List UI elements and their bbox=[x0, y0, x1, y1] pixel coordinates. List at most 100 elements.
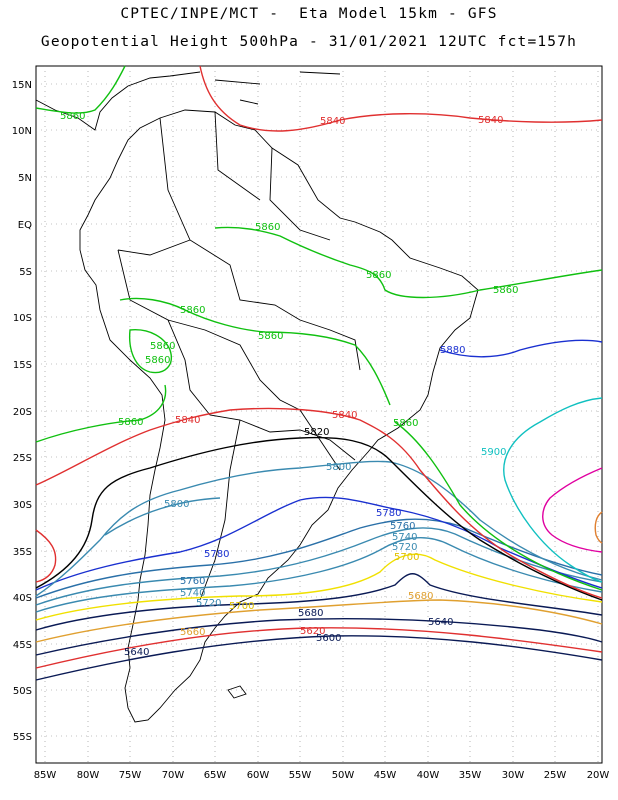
contour-label-5780: 5780 bbox=[204, 549, 229, 560]
lon-label: 45W bbox=[374, 770, 397, 781]
contour-label-5860: 5860 bbox=[118, 417, 143, 428]
contour-label-5860: 5860 bbox=[145, 355, 170, 366]
south-america-coast bbox=[79, 109, 479, 723]
height-contours bbox=[35, 65, 603, 681]
contour-label-5860: 5860 bbox=[393, 418, 418, 429]
lat-label: 5S bbox=[19, 267, 32, 278]
central-america-coast bbox=[35, 71, 201, 131]
lat-label: 25S bbox=[13, 453, 32, 464]
contour-5620 bbox=[35, 627, 603, 669]
contour-5700 bbox=[35, 553, 603, 621]
contour-5920 bbox=[542, 467, 603, 553]
contour-labels: 5860 5840 5840 5860 5860 5860 5860 5860 … bbox=[60, 111, 518, 658]
contour-5800 bbox=[35, 460, 603, 597]
contour-label-5800: 5800 bbox=[164, 499, 189, 510]
contour-label-5720: 5720 bbox=[196, 598, 221, 609]
contour-5880 bbox=[439, 339, 603, 358]
contour-label-5600: 5600 bbox=[316, 633, 341, 644]
lat-label: EQ bbox=[18, 220, 32, 231]
contour-5940 bbox=[594, 511, 603, 544]
contour-label-5680: 5680 bbox=[298, 608, 323, 619]
caribbean-islands bbox=[214, 71, 341, 105]
lat-label: 5N bbox=[18, 173, 32, 184]
contour-5780 bbox=[35, 496, 603, 591]
contour-5800-upper bbox=[104, 497, 221, 536]
contour-label-5860: 5860 bbox=[258, 331, 283, 342]
lat-label: 15N bbox=[12, 80, 32, 91]
contour-label-5740: 5740 bbox=[180, 588, 205, 599]
coastlines bbox=[35, 71, 479, 723]
contour-5740 bbox=[35, 527, 603, 606]
contour-label-5740: 5740 bbox=[392, 532, 417, 543]
lon-label: 35W bbox=[459, 770, 482, 781]
contour-label-5780: 5780 bbox=[376, 508, 401, 519]
contour-label-5620: 5620 bbox=[300, 626, 325, 637]
contour-label-5840: 5840 bbox=[175, 415, 200, 426]
contour-5840-caribbean bbox=[199, 65, 603, 132]
lon-label: 70W bbox=[162, 770, 185, 781]
contour-5860 bbox=[35, 384, 603, 591]
contour-5900 bbox=[503, 397, 603, 583]
lat-label: 10S bbox=[13, 313, 32, 324]
contour-5720 bbox=[35, 537, 603, 613]
country-borders bbox=[117, 111, 361, 601]
contour-label-5820: 5820 bbox=[304, 427, 329, 438]
lat-label: 55S bbox=[13, 732, 32, 743]
contour-label-5840: 5840 bbox=[332, 410, 357, 421]
lat-label: 30S bbox=[13, 500, 32, 511]
lat-label: 45S bbox=[13, 640, 32, 651]
lon-label: 25W bbox=[544, 770, 567, 781]
lat-label: 15S bbox=[13, 360, 32, 371]
contour-5820 bbox=[35, 436, 603, 601]
lon-label: 40W bbox=[417, 770, 440, 781]
contour-label-5860: 5860 bbox=[255, 222, 280, 233]
lon-label: 60W bbox=[247, 770, 270, 781]
contour-5600 bbox=[35, 635, 603, 681]
lon-label: 30W bbox=[502, 770, 525, 781]
contour-label-5760: 5760 bbox=[390, 521, 415, 532]
lat-label: 10N bbox=[12, 126, 32, 137]
chart-title: CPTEC/INPE/MCT - Eta Model 15km - GFS bbox=[120, 6, 498, 22]
lon-label: 20W bbox=[587, 770, 610, 781]
lat-label: 40S bbox=[13, 593, 32, 604]
contour-label-5700: 5700 bbox=[229, 601, 254, 612]
grid-lines bbox=[36, 66, 602, 763]
contour-label-5860: 5860 bbox=[150, 341, 175, 352]
contour-5840-pacific-cell bbox=[35, 529, 57, 583]
lon-label: 80W bbox=[77, 770, 100, 781]
contour-label-5880: 5880 bbox=[440, 345, 465, 356]
lat-label: 50S bbox=[13, 686, 32, 697]
contour-5860-bolivia bbox=[128, 329, 172, 374]
map-frame bbox=[35, 65, 603, 764]
contour-5760 bbox=[35, 518, 603, 599]
contour-label-5840: 5840 bbox=[478, 115, 503, 126]
contour-label-5860: 5860 bbox=[366, 270, 391, 281]
latitude-axis: 15N 10N 5N EQ 5S 10S 15S 20S 25S 30S 35S… bbox=[12, 80, 32, 743]
contour-5660 bbox=[35, 599, 603, 643]
lat-label: 20S bbox=[13, 407, 32, 418]
contour-label-5860: 5860 bbox=[60, 111, 85, 122]
contour-label-5860: 5860 bbox=[180, 305, 205, 316]
contour-label-5800: 5800 bbox=[326, 462, 351, 473]
longitude-axis: 85W 80W 75W 70W 65W 60W 55W 50W 45W 40W … bbox=[34, 770, 610, 781]
lon-label: 65W bbox=[204, 770, 227, 781]
contour-label-5640: 5640 bbox=[124, 647, 149, 658]
falkland-islands bbox=[227, 685, 247, 699]
contour-5640 bbox=[35, 618, 603, 656]
contour-5860-amazon bbox=[119, 297, 391, 406]
contour-label-5760: 5760 bbox=[180, 576, 205, 587]
contour-5860-equator bbox=[214, 226, 603, 299]
contour-label-5840: 5840 bbox=[320, 116, 345, 127]
contour-5860-north bbox=[35, 65, 126, 114]
contour-label-5860: 5860 bbox=[493, 285, 518, 296]
contour-label-5640: 5640 bbox=[428, 617, 453, 628]
lat-label: 35S bbox=[13, 547, 32, 558]
contour-label-5660: 5660 bbox=[180, 627, 205, 638]
lon-label: 75W bbox=[119, 770, 142, 781]
chart-subtitle: Geopotential Height 500hPa - 31/01/2021 … bbox=[40, 34, 578, 50]
contour-label-5720: 5720 bbox=[392, 542, 417, 553]
contour-label-5700: 5700 bbox=[394, 552, 419, 563]
contour-label-5900: 5900 bbox=[481, 447, 506, 458]
lon-label: 85W bbox=[34, 770, 57, 781]
